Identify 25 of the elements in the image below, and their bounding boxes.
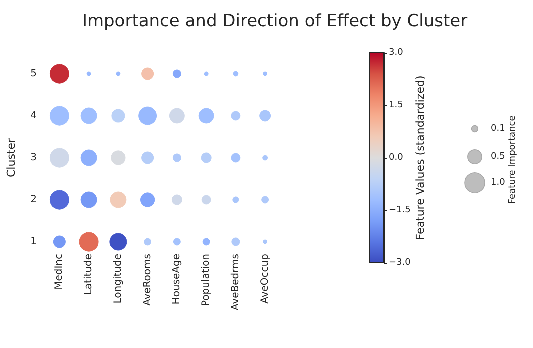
- y-tick-label: 2: [30, 194, 37, 206]
- x-tick-label: AveOccup: [260, 254, 271, 304]
- x-tick-label: Longitude: [112, 254, 124, 304]
- y-tick-label: 5: [30, 68, 37, 80]
- color-bar-title: Feature Values (standardized): [414, 76, 427, 240]
- x-tick-label: AveBedrms: [230, 254, 242, 311]
- legend-title: Feature Importance: [508, 115, 518, 204]
- color-bar-label: 0.0: [389, 153, 404, 163]
- chart-title: Importance and Direction of Effect by Cluster: [82, 12, 468, 32]
- legend-label: 1.0: [491, 178, 506, 188]
- y-axis-title: Cluster: [5, 138, 18, 178]
- y-tick-label: 4: [30, 110, 37, 122]
- x-tick-label: MedInc: [54, 254, 66, 290]
- x-tick-label: AveRooms: [142, 254, 154, 306]
- color-bar-label: 3.0: [389, 48, 404, 58]
- x-tick-label: Population: [201, 254, 212, 307]
- x-tick-label: Latitude: [84, 254, 95, 296]
- color-bar-label: 1.5: [389, 100, 404, 110]
- color-bar-label: −3.0: [389, 258, 412, 268]
- y-tick-label: 1: [30, 236, 37, 248]
- legend-label: 0.5: [491, 152, 506, 162]
- color-bar-label: −1.5: [389, 206, 411, 216]
- legend-label: 0.1: [491, 124, 506, 134]
- x-tick-label: HouseAge: [172, 254, 183, 305]
- y-tick-label: 3: [30, 152, 37, 164]
